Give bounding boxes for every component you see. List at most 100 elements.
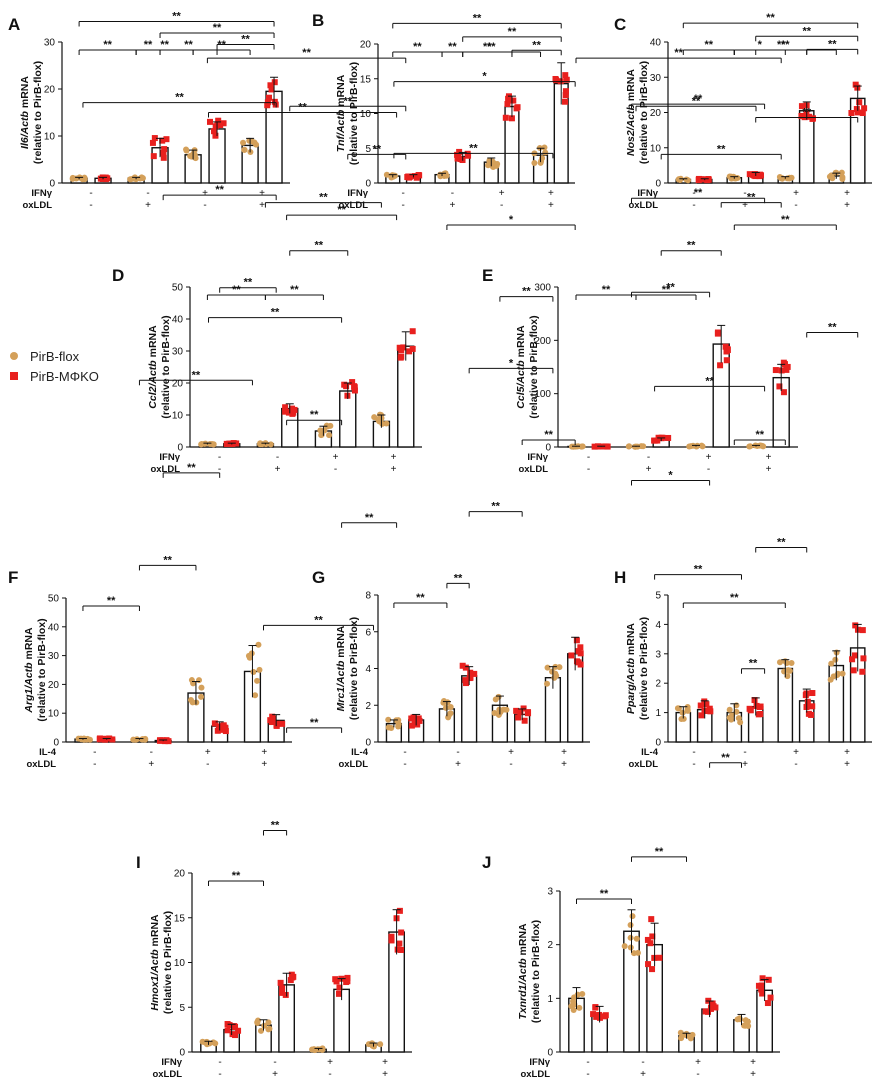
condition-value: -	[93, 747, 96, 758]
data-point	[268, 86, 275, 93]
significance-label: **	[314, 614, 323, 626]
y-tick-label: 6	[365, 627, 371, 638]
data-point	[521, 717, 528, 724]
condition-label: oxLDL	[22, 200, 52, 211]
condition-value: -	[587, 452, 590, 463]
data-point	[332, 976, 339, 983]
significance-label: **	[756, 429, 765, 441]
data-point	[638, 443, 645, 450]
y-tick-label: 0	[655, 738, 661, 749]
data-point	[756, 173, 763, 180]
condition-label: IL-4	[351, 747, 369, 758]
data-point	[859, 627, 866, 634]
condition-value: +	[261, 759, 267, 770]
condition-value: -	[218, 1057, 221, 1068]
condition-value: -	[456, 747, 459, 758]
condition-value: -	[89, 200, 92, 211]
significance-label: **	[160, 39, 169, 51]
data-point	[214, 727, 221, 734]
significance-label: **	[302, 47, 311, 59]
data-point	[579, 991, 586, 998]
data-point	[267, 441, 274, 448]
data-point	[269, 713, 276, 720]
condition-value: -	[401, 188, 404, 199]
significance-label: **	[730, 592, 739, 604]
data-point	[839, 670, 846, 677]
panel-label: B	[312, 11, 324, 30]
data-point	[852, 622, 859, 629]
y-axis-sublabel: (relative to PirB-flox)	[530, 920, 542, 1023]
significance-label: **	[802, 25, 811, 37]
y-tick-label: 20	[650, 108, 662, 119]
data-point	[409, 328, 416, 335]
data-point	[674, 705, 681, 712]
significance-label: **	[416, 592, 425, 604]
y-tick-label: 2	[365, 701, 371, 712]
significance-label: **	[532, 39, 541, 51]
data-point	[776, 383, 783, 390]
data-point	[254, 1019, 261, 1026]
condition-label: oxLDL	[338, 759, 368, 770]
significance-label: **	[491, 501, 500, 513]
y-axis-label: Tnf/Actb mRNA	[335, 74, 347, 152]
data-point	[394, 946, 401, 953]
data-point	[645, 961, 652, 968]
y-tick-label: 5	[655, 591, 661, 602]
data-point	[804, 698, 811, 705]
condition-value: +	[508, 747, 514, 758]
condition-value: +	[844, 747, 850, 758]
condition-value: +	[742, 200, 748, 211]
y-tick-label: 4	[655, 620, 661, 631]
data-point	[709, 1000, 716, 1007]
data-point	[415, 715, 422, 722]
data-point	[377, 1041, 384, 1048]
data-point	[780, 389, 787, 396]
condition-value: -	[794, 759, 797, 770]
data-point	[630, 950, 637, 957]
condition-value: +	[382, 1057, 388, 1068]
data-point	[544, 680, 551, 687]
y-tick-label: 10	[360, 109, 372, 120]
data-point	[781, 668, 788, 675]
data-point	[187, 697, 194, 704]
significance-label: **	[747, 192, 756, 204]
condition-value: +	[766, 452, 772, 463]
data-point	[633, 935, 640, 942]
data-point	[703, 701, 710, 708]
data-point	[127, 176, 134, 183]
data-point	[627, 922, 634, 929]
data-point	[440, 699, 447, 706]
data-point	[510, 97, 517, 104]
data-point	[757, 703, 764, 710]
data-point	[279, 989, 286, 996]
data-point	[758, 986, 765, 993]
y-tick-label: 30	[48, 651, 60, 662]
condition-value: -	[89, 188, 92, 199]
y-axis-sublabel: (relative to PirB-flox)	[36, 618, 48, 721]
condition-value: -	[743, 747, 746, 758]
data-point	[726, 706, 733, 713]
data-point	[207, 441, 214, 448]
data-point	[206, 118, 213, 125]
significance-label: **	[694, 93, 703, 105]
significance-label: **	[290, 284, 299, 296]
y-tick-label: 20	[44, 85, 56, 96]
data-point	[685, 177, 692, 184]
y-tick-label: 200	[534, 336, 551, 347]
significance-label: **	[766, 12, 775, 24]
significance-label: **	[298, 102, 307, 114]
data-point	[678, 1035, 685, 1042]
data-point	[375, 416, 382, 423]
data-point	[217, 122, 224, 129]
condition-label: IFNγ	[161, 1057, 182, 1068]
condition-value: -	[146, 188, 149, 199]
data-point	[216, 723, 223, 730]
significance-label: **	[828, 322, 837, 334]
significance-label: **	[828, 38, 837, 50]
data-point	[724, 345, 731, 352]
data-point	[252, 692, 259, 699]
data-point	[809, 115, 816, 122]
data-point	[859, 110, 866, 117]
legend-label-pirb-flox: PirB-flox	[30, 349, 80, 364]
data-point	[215, 117, 222, 124]
